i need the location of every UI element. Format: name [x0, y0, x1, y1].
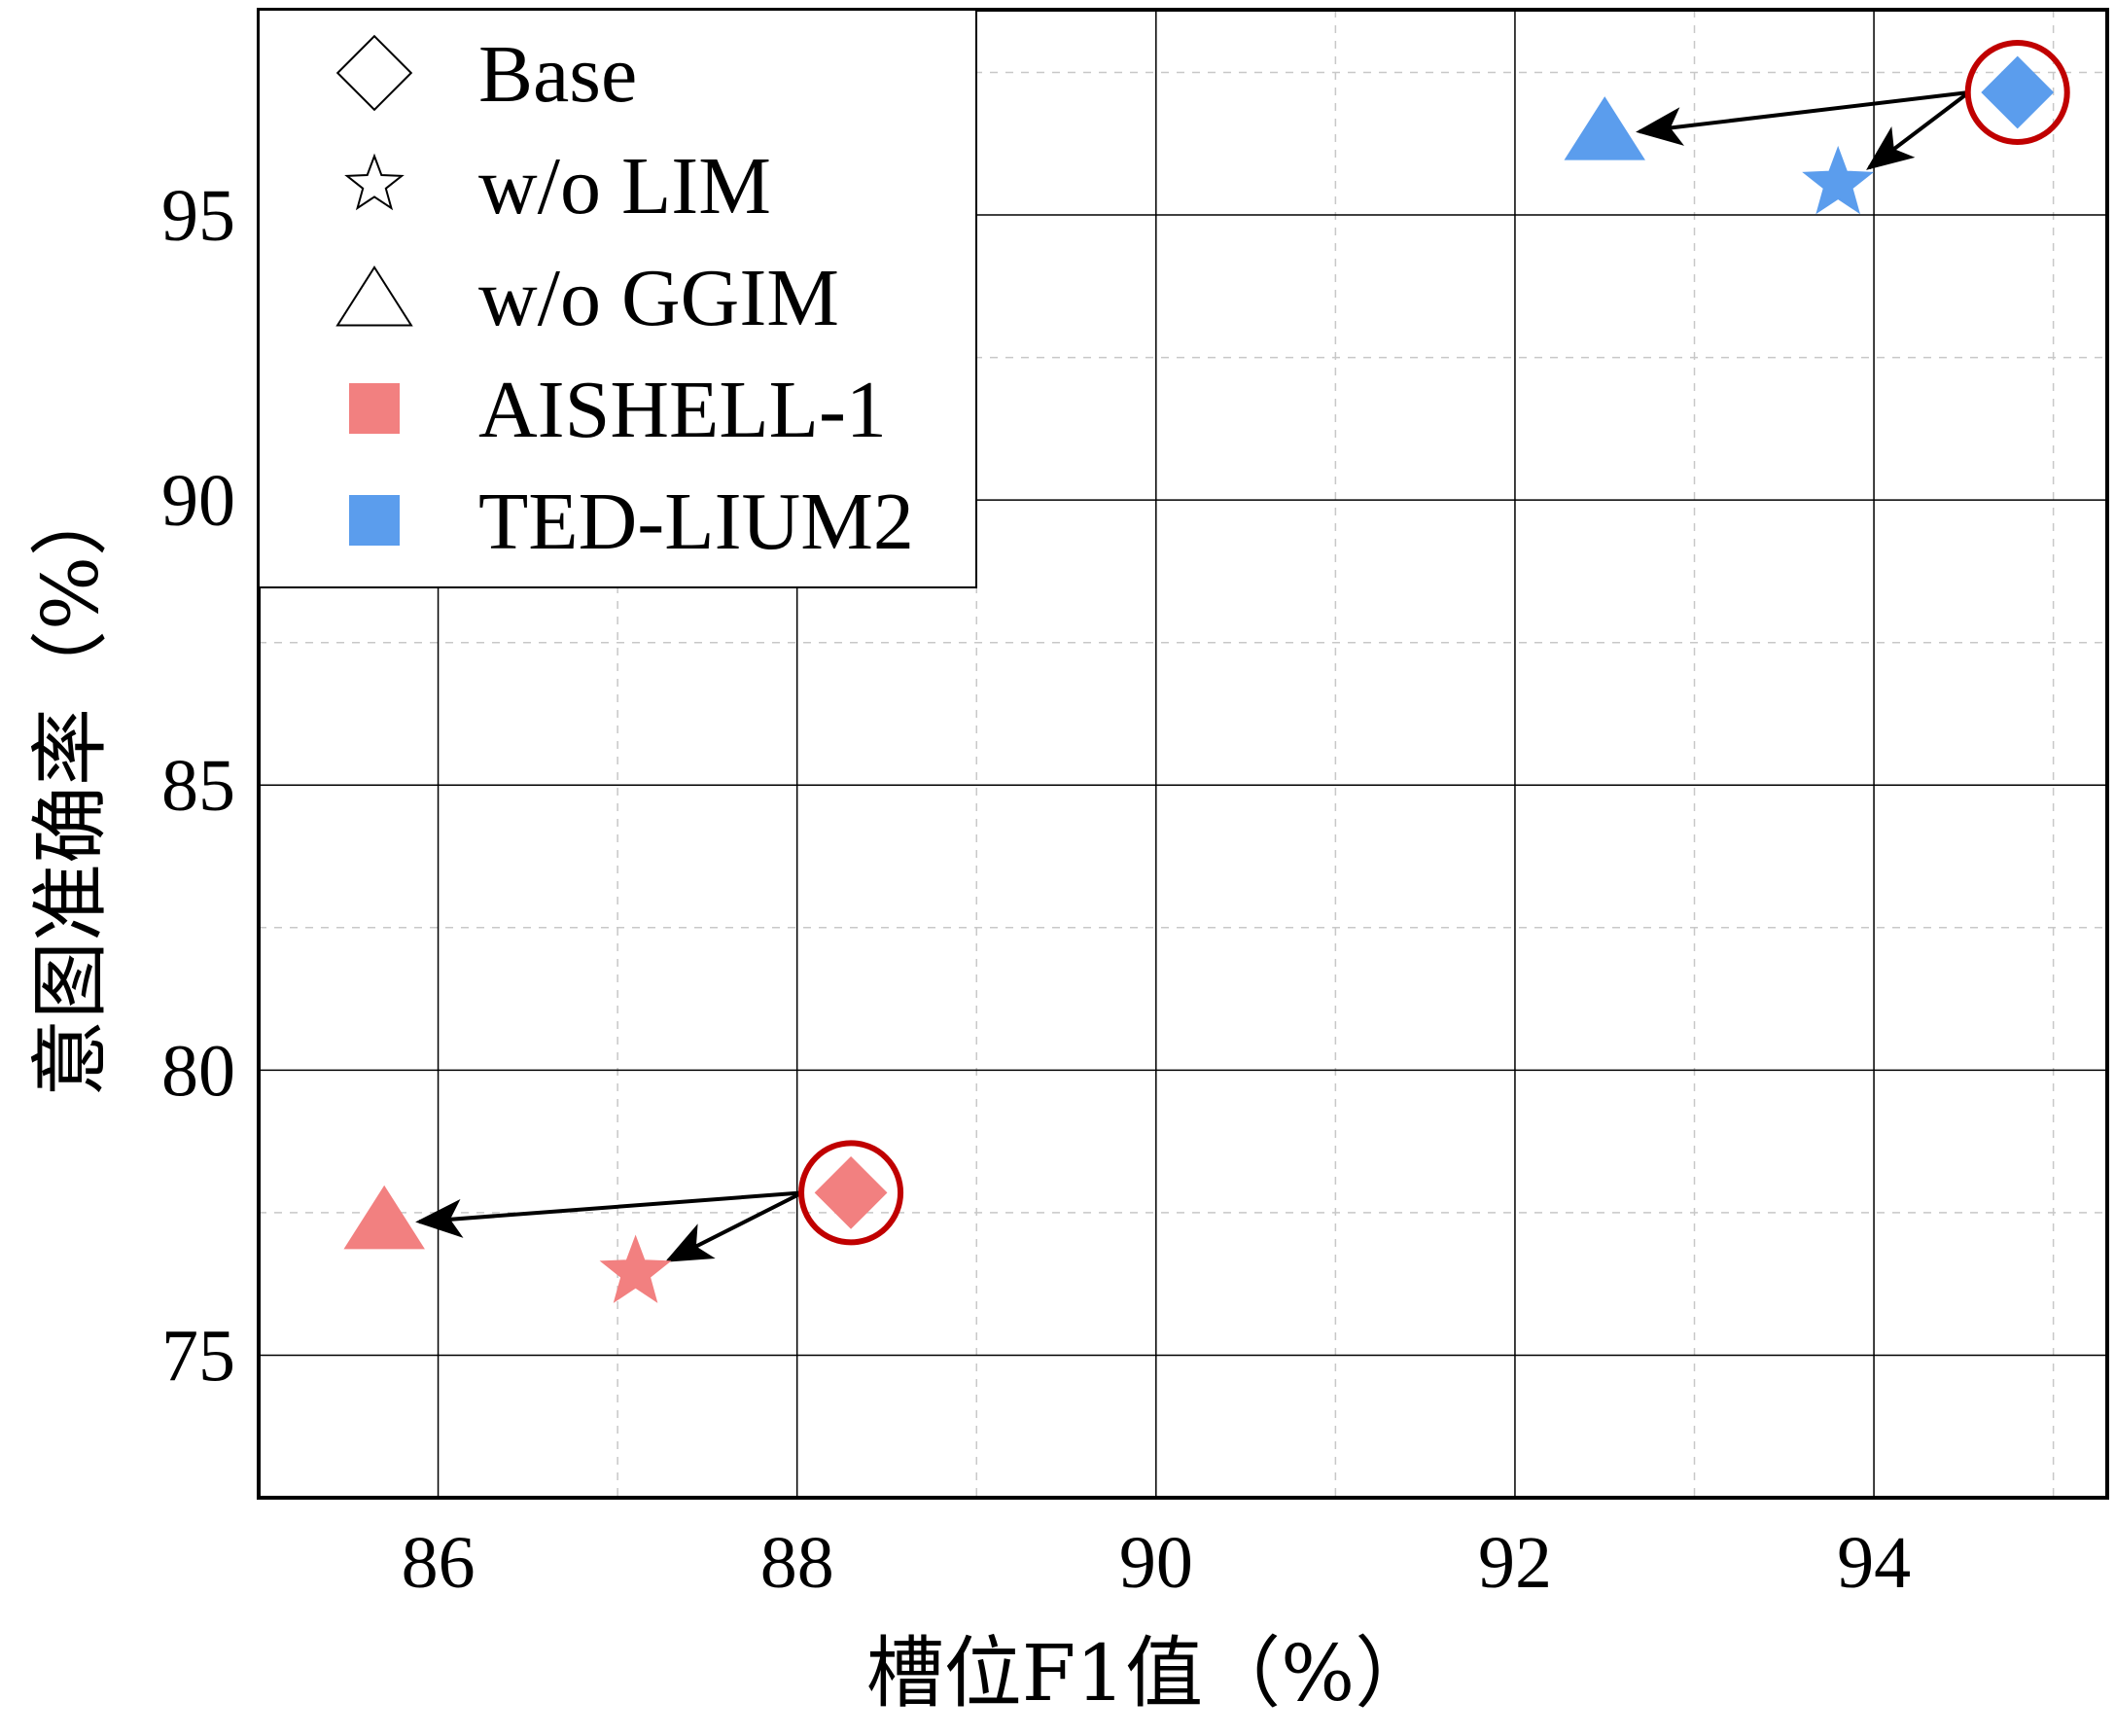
tick-labels: 86 88 90 92 94 75 80 85 90 95	[161, 175, 1911, 1604]
y-tick-label: 95	[161, 175, 235, 257]
point-ted-lium2-w-o-lim	[1802, 145, 1875, 215]
highlight-circle	[798, 1140, 904, 1246]
x-tick-label: 94	[1837, 1522, 1911, 1604]
y-axis-title: 意图准确率（%）	[25, 478, 116, 1097]
point-ted-lium2-w-o-ggim	[1564, 96, 1645, 160]
y-tick-label: 75	[161, 1315, 235, 1397]
x-tick-label: 92	[1478, 1522, 1552, 1604]
legend-label: AISHELL-1	[478, 365, 887, 455]
legend-label: w/o LIM	[478, 141, 771, 231]
arrow-aishell-1-w-o-lim	[664, 1190, 803, 1262]
plot-frame	[257, 8, 2109, 1500]
legend-label: TED-LIUM2	[478, 477, 914, 567]
y-tick-label: 80	[161, 1030, 235, 1112]
arrow-ted-lium2-w-o-lim	[1866, 90, 1970, 170]
plot-border	[257, 8, 2109, 1500]
arrows	[415, 90, 1970, 1262]
legend-triangle-icon	[335, 266, 413, 327]
x-tick-label: 86	[402, 1522, 476, 1604]
legend-square-icon	[349, 495, 400, 546]
legend-label: w/o GGIM	[478, 253, 839, 343]
data-points	[343, 40, 2070, 1303]
x-tick-label: 88	[760, 1522, 834, 1604]
point-aishell-1-w-o-ggim	[343, 1185, 425, 1250]
point-ted-lium2-base	[1981, 55, 2055, 129]
legend-square-icon	[349, 383, 400, 434]
arrow-aishell-1-w-o-ggim	[415, 1190, 803, 1238]
x-axis-title: 槽位F1值（%）	[866, 1628, 1432, 1718]
legend-diamond-icon	[335, 34, 413, 112]
legend: Base w/o LIM w/o GGIM AISHELL-1 TED-LIUM2	[258, 9, 977, 588]
y-tick-label: 85	[161, 745, 235, 827]
y-tick-label: 90	[161, 460, 235, 542]
legend-label: Base	[478, 29, 637, 120]
arrow-ted-lium2-w-o-ggim	[1636, 90, 1969, 146]
highlight-circle	[1964, 40, 2070, 145]
x-tick-label: 90	[1119, 1522, 1193, 1604]
point-aishell-1-base	[814, 1155, 888, 1229]
legend-star-icon	[344, 153, 405, 211]
point-aishell-1-w-o-lim	[599, 1234, 672, 1303]
